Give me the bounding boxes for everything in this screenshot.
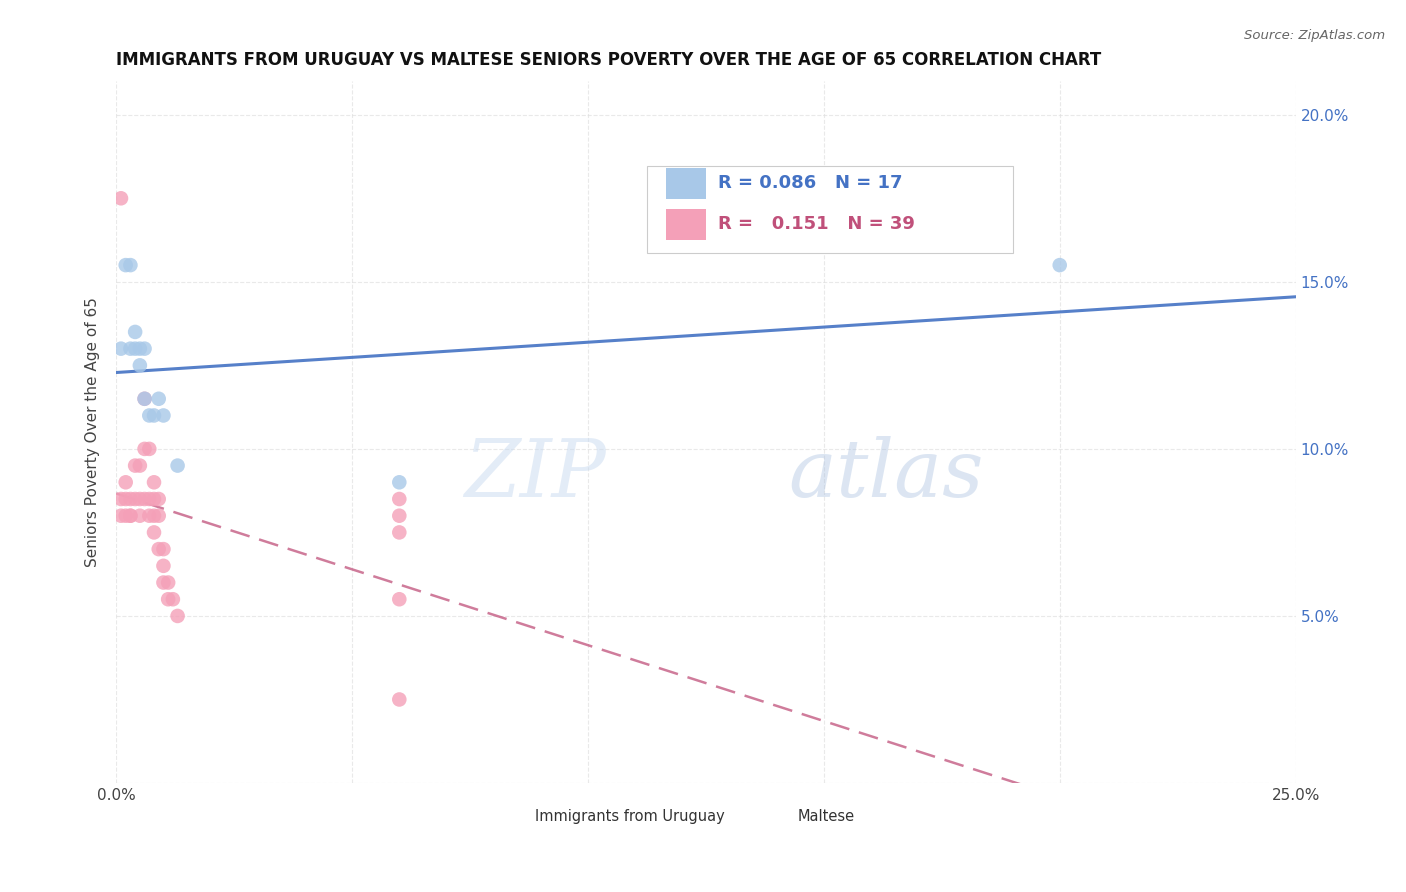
Point <box>110 491 132 506</box>
Point <box>388 592 411 607</box>
Point <box>134 342 156 356</box>
FancyBboxPatch shape <box>666 209 706 240</box>
Point <box>148 508 170 523</box>
Point <box>120 491 142 506</box>
Point <box>120 508 142 523</box>
Point <box>388 475 411 490</box>
Point <box>114 258 136 272</box>
Point <box>134 392 156 406</box>
Text: R =   0.151   N = 39: R = 0.151 N = 39 <box>717 215 914 233</box>
Point <box>388 525 411 540</box>
Point <box>114 475 136 490</box>
Text: Maltese: Maltese <box>799 809 855 824</box>
Point <box>124 458 146 473</box>
Point <box>128 342 150 356</box>
Point <box>124 342 146 356</box>
Text: IMMIGRANTS FROM URUGUAY VS MALTESE SENIORS POVERTY OVER THE AGE OF 65 CORRELATIO: IMMIGRANTS FROM URUGUAY VS MALTESE SENIO… <box>117 51 1101 69</box>
FancyBboxPatch shape <box>647 166 1012 253</box>
Point <box>157 592 180 607</box>
Point <box>152 409 174 423</box>
Point <box>143 491 166 506</box>
Point <box>134 442 156 456</box>
Point <box>110 508 132 523</box>
Point <box>114 508 136 523</box>
FancyBboxPatch shape <box>762 807 790 824</box>
Point <box>128 359 150 373</box>
Point <box>143 409 166 423</box>
Point <box>152 542 174 557</box>
FancyBboxPatch shape <box>666 169 706 200</box>
Point <box>124 491 146 506</box>
Point <box>1049 258 1071 272</box>
Point <box>162 592 184 607</box>
Point <box>157 575 180 590</box>
Point <box>152 558 174 573</box>
Point <box>148 392 170 406</box>
Point <box>120 508 142 523</box>
Point <box>128 458 150 473</box>
Point <box>388 692 411 706</box>
Y-axis label: Seniors Poverty Over the Age of 65: Seniors Poverty Over the Age of 65 <box>86 297 100 567</box>
Text: R = 0.086   N = 17: R = 0.086 N = 17 <box>717 174 903 193</box>
Point <box>138 442 160 456</box>
FancyBboxPatch shape <box>498 807 527 824</box>
Point <box>138 508 160 523</box>
Point <box>143 508 166 523</box>
Point <box>128 508 150 523</box>
Point <box>114 491 136 506</box>
Point <box>134 491 156 506</box>
Text: ZIP: ZIP <box>464 435 606 513</box>
Point <box>120 342 142 356</box>
Point <box>128 491 150 506</box>
Point <box>143 525 166 540</box>
Text: Immigrants from Uruguay: Immigrants from Uruguay <box>534 809 724 824</box>
Text: Source: ZipAtlas.com: Source: ZipAtlas.com <box>1244 29 1385 42</box>
Point <box>110 342 132 356</box>
Point <box>110 191 132 205</box>
Point <box>124 325 146 339</box>
Point <box>120 258 142 272</box>
Point <box>138 409 160 423</box>
Point <box>152 575 174 590</box>
Point <box>134 392 156 406</box>
Text: atlas: atlas <box>789 435 984 513</box>
Point <box>166 458 188 473</box>
Point <box>388 508 411 523</box>
Point <box>148 491 170 506</box>
Point <box>138 491 160 506</box>
Point <box>388 491 411 506</box>
Point <box>143 475 166 490</box>
Point <box>148 542 170 557</box>
Point <box>166 609 188 624</box>
